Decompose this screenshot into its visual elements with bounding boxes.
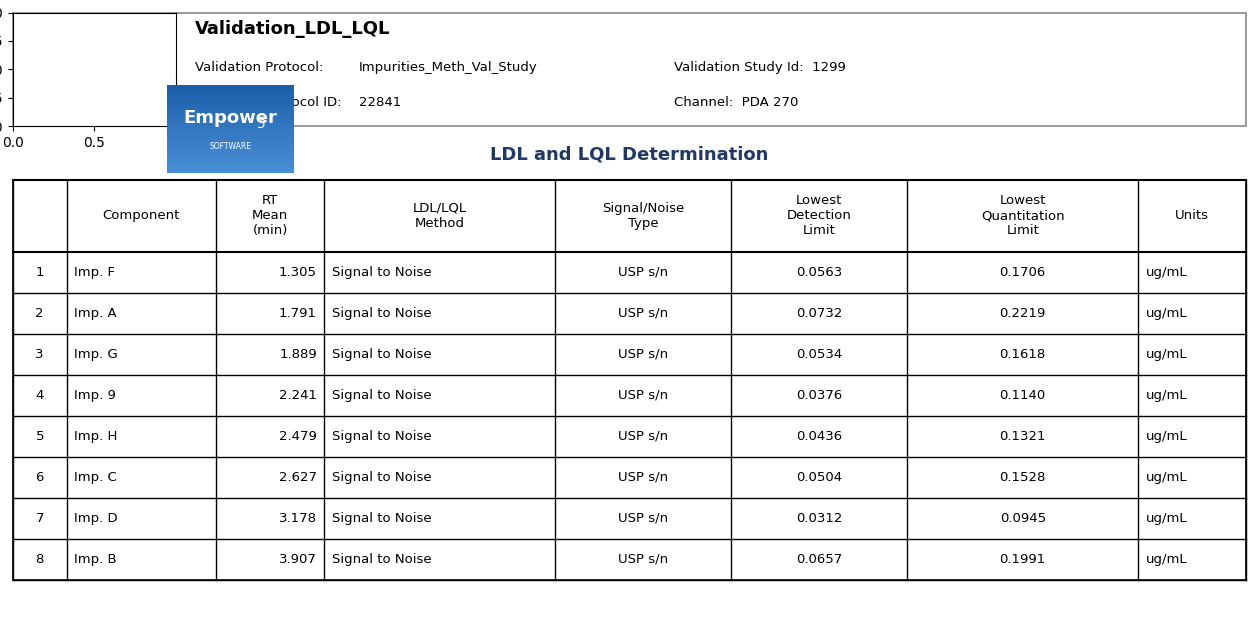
Text: 8: 8 xyxy=(35,553,44,566)
Text: 6: 6 xyxy=(35,471,44,484)
Text: 5: 5 xyxy=(35,430,44,443)
Text: Channel:  PDA 270: Channel: PDA 270 xyxy=(674,96,798,109)
Text: 3: 3 xyxy=(258,118,267,132)
Text: Lowest
Detection
Limit: Lowest Detection Limit xyxy=(787,194,852,238)
Text: Empower: Empower xyxy=(184,110,277,127)
Text: 22841: 22841 xyxy=(359,96,402,109)
Text: 3.178: 3.178 xyxy=(279,512,317,525)
Text: ug/mL: ug/mL xyxy=(1146,512,1187,525)
Text: Signal to Noise: Signal to Noise xyxy=(332,389,432,402)
Text: LDL/LQL
Method: LDL/LQL Method xyxy=(413,202,467,230)
Text: Imp. A: Imp. A xyxy=(74,307,117,320)
Text: 1: 1 xyxy=(35,266,44,279)
Text: 2.479: 2.479 xyxy=(279,430,317,443)
Text: ug/mL: ug/mL xyxy=(1146,307,1187,320)
Text: Units: Units xyxy=(1175,209,1209,222)
Text: SOFTWARE: SOFTWARE xyxy=(209,142,252,151)
Text: ug/mL: ug/mL xyxy=(1146,266,1187,279)
Text: Validation Study Id:  1299: Validation Study Id: 1299 xyxy=(674,61,846,74)
Text: 2: 2 xyxy=(35,307,44,320)
Text: 0.1618: 0.1618 xyxy=(1000,348,1046,361)
Text: Signal to Noise: Signal to Noise xyxy=(332,430,432,443)
Text: USP s/n: USP s/n xyxy=(618,389,669,402)
Text: Component: Component xyxy=(103,209,180,222)
Text: 0.0945: 0.0945 xyxy=(1000,512,1046,525)
Text: Signal to Noise: Signal to Noise xyxy=(332,266,432,279)
Text: 3: 3 xyxy=(35,348,44,361)
Text: Imp. 9: Imp. 9 xyxy=(74,389,116,402)
Text: USP s/n: USP s/n xyxy=(618,430,669,443)
Text: 4: 4 xyxy=(35,389,44,402)
Text: Lowest
Quantitation
Limit: Lowest Quantitation Limit xyxy=(981,194,1065,238)
Text: USP s/n: USP s/n xyxy=(618,553,669,566)
Text: Imp. D: Imp. D xyxy=(74,512,118,525)
Text: 1.889: 1.889 xyxy=(279,348,317,361)
Text: Signal to Noise: Signal to Noise xyxy=(332,348,432,361)
Text: Validation_LDL_LQL: Validation_LDL_LQL xyxy=(195,20,390,38)
Text: Signal to Noise: Signal to Noise xyxy=(332,512,432,525)
Text: 7: 7 xyxy=(35,512,44,525)
Text: 0.2219: 0.2219 xyxy=(1000,307,1046,320)
Text: ug/mL: ug/mL xyxy=(1146,389,1187,402)
Text: ug/mL: ug/mL xyxy=(1146,348,1187,361)
Text: 0.1140: 0.1140 xyxy=(1000,389,1046,402)
Text: Imp. C: Imp. C xyxy=(74,471,117,484)
Text: 0.0563: 0.0563 xyxy=(796,266,842,279)
Text: Validation Protocol:: Validation Protocol: xyxy=(195,61,324,74)
Text: USP s/n: USP s/n xyxy=(618,471,669,484)
Text: 0.1991: 0.1991 xyxy=(1000,553,1046,566)
Text: 0.1528: 0.1528 xyxy=(1000,471,1046,484)
Text: 0.0732: 0.0732 xyxy=(796,307,842,320)
Text: 1.791: 1.791 xyxy=(279,307,317,320)
FancyBboxPatch shape xyxy=(13,180,1246,580)
FancyBboxPatch shape xyxy=(13,13,1246,126)
Text: Signal/Noise
Type: Signal/Noise Type xyxy=(602,202,684,230)
Text: Imp. H: Imp. H xyxy=(74,430,118,443)
Text: USP s/n: USP s/n xyxy=(618,348,669,361)
Text: 0.1706: 0.1706 xyxy=(1000,266,1046,279)
Text: 0.0657: 0.0657 xyxy=(796,553,842,566)
Text: USP s/n: USP s/n xyxy=(618,307,669,320)
Text: 1.305: 1.305 xyxy=(279,266,317,279)
Text: 0.1321: 0.1321 xyxy=(1000,430,1046,443)
Text: Imp. F: Imp. F xyxy=(74,266,116,279)
Text: 0.0436: 0.0436 xyxy=(796,430,842,443)
Text: Impurities_Meth_Val_Study: Impurities_Meth_Val_Study xyxy=(359,61,538,74)
Text: USP s/n: USP s/n xyxy=(618,266,669,279)
Text: 2.627: 2.627 xyxy=(279,471,317,484)
Text: 0.0312: 0.0312 xyxy=(796,512,842,525)
Text: Signal to Noise: Signal to Noise xyxy=(332,553,432,566)
Text: 0.0504: 0.0504 xyxy=(796,471,842,484)
Text: Validation Protocol ID:: Validation Protocol ID: xyxy=(195,96,341,109)
Text: ug/mL: ug/mL xyxy=(1146,553,1187,566)
Text: USP s/n: USP s/n xyxy=(618,512,669,525)
Text: 0.0376: 0.0376 xyxy=(796,389,842,402)
Text: ug/mL: ug/mL xyxy=(1146,471,1187,484)
Text: 0.0534: 0.0534 xyxy=(796,348,842,361)
Text: Imp. B: Imp. B xyxy=(74,553,117,566)
Text: Imp. G: Imp. G xyxy=(74,348,118,361)
Text: Signal to Noise: Signal to Noise xyxy=(332,471,432,484)
Text: 3.907: 3.907 xyxy=(279,553,317,566)
Text: 2.241: 2.241 xyxy=(279,389,317,402)
Text: ug/mL: ug/mL xyxy=(1146,430,1187,443)
Text: LDL and LQL Determination: LDL and LQL Determination xyxy=(490,146,769,163)
Text: Signal to Noise: Signal to Noise xyxy=(332,307,432,320)
Text: RT
Mean
(min): RT Mean (min) xyxy=(252,194,288,238)
